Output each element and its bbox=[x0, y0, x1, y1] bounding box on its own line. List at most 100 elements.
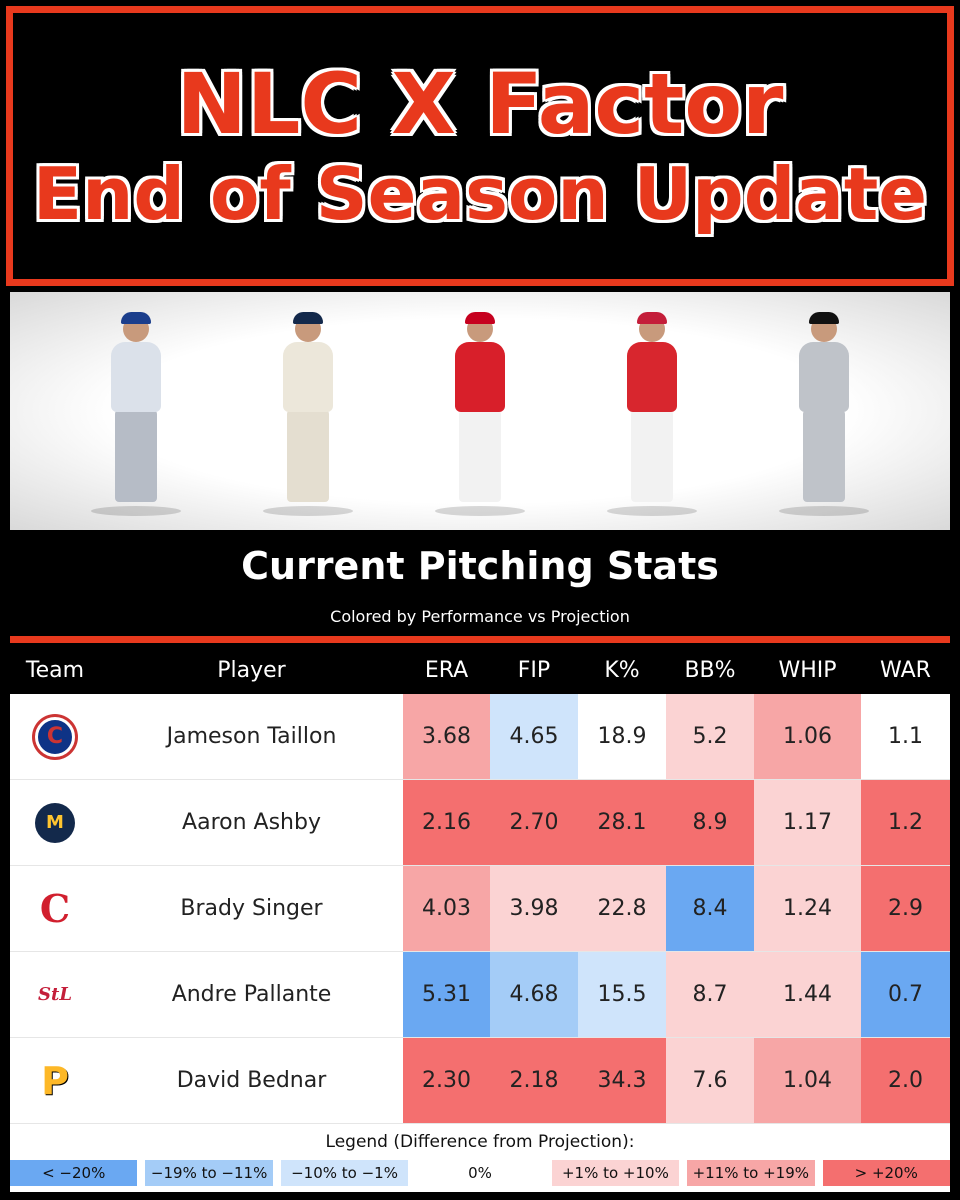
title-banner: NLC X Factor End of Season Update bbox=[6, 6, 954, 286]
stat-bb: 8.9 bbox=[666, 780, 754, 865]
stat-era: 4.03 bbox=[403, 866, 490, 951]
figure-cap bbox=[637, 312, 667, 324]
cardinals-logo-icon bbox=[35, 975, 75, 1015]
cubs-logo-icon bbox=[35, 716, 75, 757]
pirates-pitcher-photo bbox=[769, 310, 879, 516]
figure-jersey bbox=[455, 342, 505, 412]
header-era: ERA bbox=[424, 657, 469, 683]
stat-k: 34.3 bbox=[578, 1038, 666, 1123]
cardinals-pitcher-photo bbox=[597, 310, 707, 516]
team-cell bbox=[10, 952, 100, 1037]
figure-legs bbox=[631, 410, 673, 502]
figure-jersey bbox=[799, 342, 849, 412]
figure-cap bbox=[465, 312, 495, 324]
stat-bb: 8.7 bbox=[666, 952, 754, 1037]
header-war: WAR bbox=[880, 657, 931, 683]
figure-cap bbox=[809, 312, 839, 324]
stat-era: 2.30 bbox=[403, 1038, 490, 1123]
player-name: Brady Singer bbox=[180, 896, 323, 921]
pitching-stats-table: Jameson Taillon3.684.6518.95.21.061.1Aar… bbox=[10, 694, 950, 1124]
brewers-pitcher-photo bbox=[253, 310, 363, 516]
stat-bb: 7.6 bbox=[666, 1038, 754, 1123]
figure-jersey bbox=[283, 342, 333, 412]
stat-whip: 1.04 bbox=[754, 1038, 861, 1123]
stat-whip: 1.44 bbox=[754, 952, 861, 1037]
stat-war: 0.7 bbox=[861, 952, 950, 1037]
legend-item: +11% to +19% bbox=[687, 1160, 815, 1186]
team-cell bbox=[10, 694, 100, 779]
figure-shadow bbox=[779, 506, 869, 516]
player-name: David Bednar bbox=[176, 1068, 327, 1093]
header-bb-pct: BB% bbox=[684, 657, 736, 683]
divider bbox=[10, 636, 950, 643]
team-cell bbox=[10, 1038, 100, 1123]
team-cell bbox=[10, 866, 100, 951]
reds-logo-icon bbox=[35, 889, 75, 929]
legend-item: −19% to −11% bbox=[145, 1160, 273, 1186]
reds-pitcher-photo bbox=[425, 310, 535, 516]
brewers-logo-icon bbox=[35, 802, 75, 843]
stat-era: 3.68 bbox=[403, 694, 490, 779]
stat-whip: 1.17 bbox=[754, 780, 861, 865]
stat-fip: 4.68 bbox=[490, 952, 578, 1037]
stat-era: 2.16 bbox=[403, 780, 490, 865]
figure-cap bbox=[121, 312, 151, 324]
section-title: Current Pitching Stats bbox=[241, 544, 719, 588]
stat-fip: 4.65 bbox=[490, 694, 578, 779]
figure-legs bbox=[287, 410, 329, 502]
stat-whip: 1.06 bbox=[754, 694, 861, 779]
stat-k: 15.5 bbox=[578, 952, 666, 1037]
figure-legs bbox=[459, 410, 501, 502]
legend-item: −10% to −1% bbox=[280, 1160, 409, 1186]
figure-shadow bbox=[607, 506, 697, 516]
stat-war: 1.1 bbox=[861, 694, 950, 779]
stat-war: 1.2 bbox=[861, 780, 950, 865]
header-fip: FIP bbox=[517, 657, 551, 683]
stat-era: 5.31 bbox=[403, 952, 490, 1037]
figure-legs bbox=[115, 410, 157, 502]
figure-shadow bbox=[91, 506, 181, 516]
stat-bb: 5.2 bbox=[666, 694, 754, 779]
player-name: Andre Pallante bbox=[171, 982, 332, 1007]
pirates-logo-icon bbox=[35, 1061, 75, 1101]
table-header: Team Player ERA FIP K% BB% WHIP WAR bbox=[10, 647, 950, 693]
figure-jersey bbox=[111, 342, 161, 412]
stat-fip: 3.98 bbox=[490, 866, 578, 951]
stat-whip: 1.24 bbox=[754, 866, 861, 951]
legend-item: +1% to +10% bbox=[551, 1160, 680, 1186]
section-subtitle: Colored by Performance vs Projection bbox=[330, 607, 630, 626]
figure-shadow bbox=[263, 506, 353, 516]
stat-k: 18.9 bbox=[578, 694, 666, 779]
legend-items: < −20% −19% to −11% −10% to −1% 0% +1% to +1… bbox=[10, 1160, 950, 1186]
cubs-pitcher-photo bbox=[81, 310, 191, 516]
header-k-pct: K% bbox=[604, 657, 640, 683]
player-name: Jameson Taillon bbox=[166, 724, 337, 749]
pitcher-photo-strip bbox=[10, 292, 950, 530]
stat-war: 2.0 bbox=[861, 1038, 950, 1123]
header-player: Player bbox=[217, 657, 286, 683]
legend: Legend (Difference from Projection): < −… bbox=[10, 1124, 950, 1192]
title-line-2: End of Season Update bbox=[32, 151, 928, 236]
legend-item: < −20% bbox=[10, 1160, 138, 1186]
legend-item: 0% bbox=[416, 1160, 544, 1186]
team-cell bbox=[10, 780, 100, 865]
figure-legs bbox=[803, 410, 845, 502]
stat-fip: 2.18 bbox=[490, 1038, 578, 1123]
stat-fip: 2.70 bbox=[490, 780, 578, 865]
figure-jersey bbox=[627, 342, 677, 412]
title-line-1: NLC X Factor bbox=[176, 55, 784, 154]
legend-item: > +20% bbox=[822, 1160, 950, 1186]
figure-cap bbox=[293, 312, 323, 324]
player-name: Aaron Ashby bbox=[182, 810, 321, 835]
stat-war: 2.9 bbox=[861, 866, 950, 951]
figure-shadow bbox=[435, 506, 525, 516]
stat-bb: 8.4 bbox=[666, 866, 754, 951]
stat-k: 22.8 bbox=[578, 866, 666, 951]
stat-k: 28.1 bbox=[578, 780, 666, 865]
header-team: Team bbox=[25, 657, 85, 683]
legend-title: Legend (Difference from Projection): bbox=[325, 1132, 635, 1152]
